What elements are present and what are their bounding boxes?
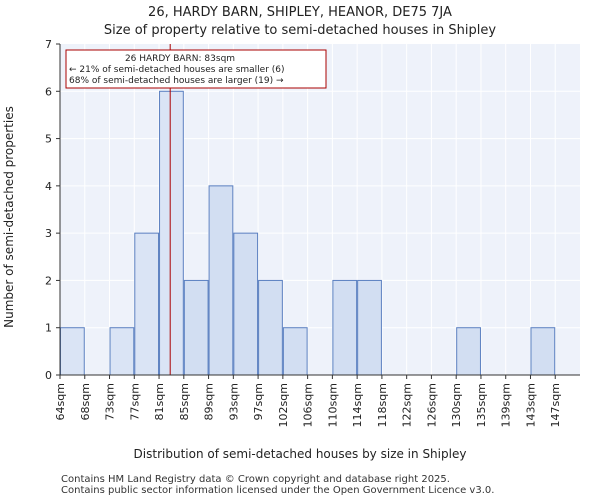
histogram-bar bbox=[357, 279, 382, 376]
y-tick-label: 5 bbox=[45, 133, 52, 146]
chart-title: 26, HARDY BARN, SHIPLEY, HEANOR, DE75 7J… bbox=[148, 5, 452, 20]
histogram-bar bbox=[183, 279, 209, 376]
x-tick-label: 85sqm bbox=[178, 383, 191, 420]
histogram-bar bbox=[208, 185, 234, 376]
x-tick-label: 139sqm bbox=[500, 383, 513, 427]
x-tick-label: 135sqm bbox=[475, 383, 488, 427]
x-tick-label: 68sqm bbox=[79, 383, 92, 420]
x-tick-label: 102sqm bbox=[277, 383, 290, 427]
histogram-bar bbox=[530, 327, 556, 376]
y-axis-label: Number of semi-detached properties bbox=[2, 106, 16, 328]
y-tick-label: 6 bbox=[45, 85, 52, 98]
footer-licence: Contains public sector information licen… bbox=[61, 485, 495, 496]
x-tick-label: 114sqm bbox=[351, 383, 364, 427]
x-tick-label: 89sqm bbox=[203, 383, 216, 420]
histogram-bar bbox=[258, 279, 283, 376]
x-tick-label: 97sqm bbox=[252, 383, 265, 420]
x-tick-label: 147sqm bbox=[549, 383, 562, 427]
annotation-line-1: 26 HARDY BARN: 83sqm bbox=[125, 54, 235, 64]
histogram-bar bbox=[332, 279, 358, 376]
x-tick-label: 143sqm bbox=[524, 383, 537, 427]
y-tick-label: 7 bbox=[45, 38, 52, 51]
annotation-line-2: ← 21% of semi-detached houses are smalle… bbox=[69, 65, 285, 75]
annotation-box bbox=[65, 49, 327, 89]
annotation-line-3: 68% of semi-detached houses are larger (… bbox=[69, 76, 284, 86]
x-tick-label: 130sqm bbox=[450, 383, 463, 427]
marker-annotation: 26 HARDY BARN: 83sqm ← 21% of semi-detac… bbox=[65, 49, 327, 89]
y-tick-label: 1 bbox=[45, 322, 52, 335]
histogram-bar bbox=[109, 327, 135, 376]
x-tick-label: 81sqm bbox=[153, 383, 166, 420]
x-tick-label: 122sqm bbox=[401, 383, 414, 427]
x-axis-label: Distribution of semi-detached houses by … bbox=[134, 447, 467, 461]
histogram-bar bbox=[134, 232, 160, 376]
footer-copyright: Contains HM Land Registry data © Crown c… bbox=[61, 474, 450, 485]
histogram-bar bbox=[233, 232, 259, 376]
x-tick-label: 110sqm bbox=[326, 383, 339, 427]
y-tick-label: 3 bbox=[45, 227, 52, 240]
y-tick-label: 2 bbox=[45, 274, 52, 287]
x-tick-label: 64sqm bbox=[54, 383, 67, 420]
x-tick-label: 106sqm bbox=[302, 383, 315, 427]
histogram-bar bbox=[456, 327, 481, 376]
histogram-bar bbox=[282, 327, 308, 376]
histogram-bar bbox=[60, 327, 85, 376]
axes: 0 1 2 3 4 5 6 7 64sqm 68sqm 73sqm 77sqm 81sqm 85sqm 89… bbox=[45, 38, 580, 427]
x-tick-label: 126sqm bbox=[425, 383, 438, 427]
x-tick-label: 118sqm bbox=[376, 383, 389, 427]
x-tick-label: 77sqm bbox=[128, 383, 141, 420]
x-tick-label: 93sqm bbox=[227, 383, 240, 420]
x-tick-label: 73sqm bbox=[104, 383, 117, 420]
bar-layer bbox=[60, 90, 556, 376]
histogram-bar bbox=[159, 90, 184, 376]
y-tick-label: 4 bbox=[45, 180, 52, 193]
chart-subtitle: Size of property relative to semi-detach… bbox=[103, 23, 497, 38]
y-tick-label: 0 bbox=[45, 369, 52, 382]
